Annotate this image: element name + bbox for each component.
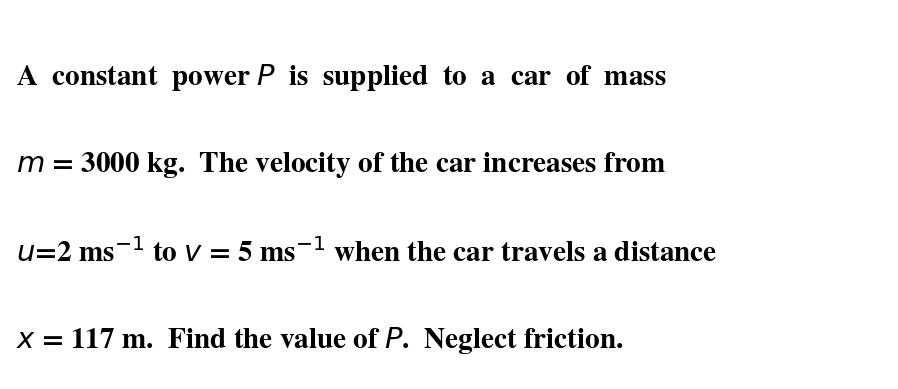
Text: $\mathit{x}$ = 117 m.  Find the value of $\mathit{P}$.  Neglect friction.: $\mathit{x}$ = 117 m. Find the value of …	[16, 325, 624, 356]
Text: $\mathit{u}$=2 ms$^{-1}$ to $\mathit{v}$ = 5 ms$^{-1}$ when the car travels a di: $\mathit{u}$=2 ms$^{-1}$ to $\mathit{v}$…	[16, 238, 718, 268]
Text: $\mathit{m}$ = 3000 kg.  The velocity of the car increases from: $\mathit{m}$ = 3000 kg. The velocity of …	[16, 150, 666, 180]
Text: A  constant  power $\mathit{P}$  is  supplied  to  a  car  of  mass: A constant power $\mathit{P}$ is supplie…	[16, 62, 666, 93]
